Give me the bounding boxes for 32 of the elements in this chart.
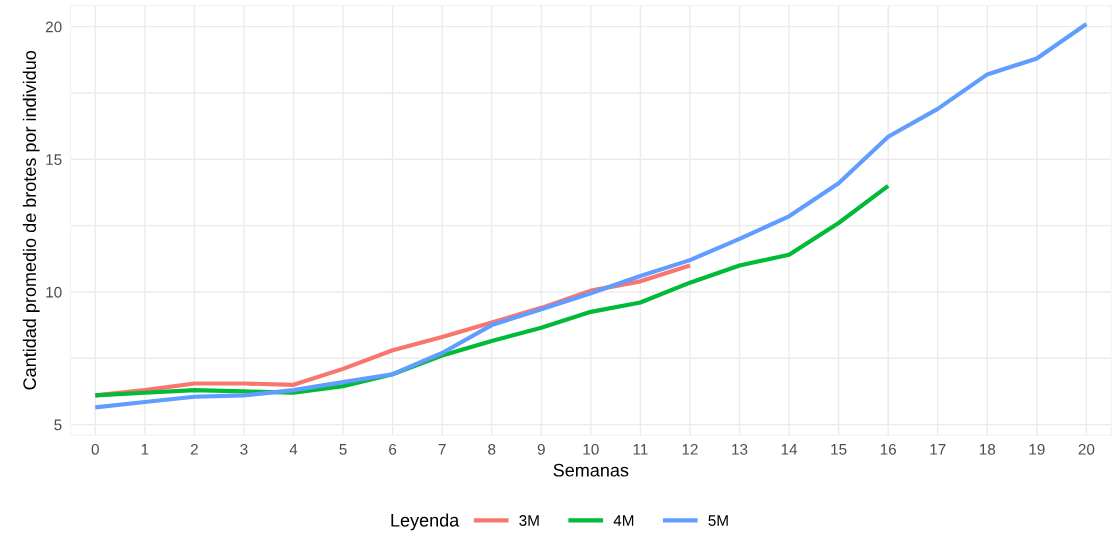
x-tick-label: 2: [190, 443, 198, 455]
x-tick-label: 16: [880, 443, 896, 455]
x-tick-label: 3: [240, 443, 248, 455]
line-series: [93, 21, 1089, 410]
x-tick-label: 17: [930, 444, 946, 455]
x-tick-label: 7: [438, 444, 446, 455]
x-tick-label: 15: [831, 444, 847, 455]
x-tick-label: 9: [537, 443, 545, 455]
y-tick-label: 5: [54, 419, 62, 431]
x-tick-label: 5: [339, 444, 347, 455]
x-tick-label: 4: [289, 444, 298, 455]
x-tick-label: 10: [583, 443, 599, 455]
x-tick-label: 1: [141, 444, 149, 455]
x-tick-label: 0: [91, 443, 99, 455]
y-tick-label: 20: [45, 21, 62, 33]
x-tick-label: 11: [633, 444, 648, 455]
legend-label: 4M: [613, 515, 634, 526]
legend-label: 3M: [519, 515, 539, 526]
x-tick-label: 6: [389, 443, 397, 455]
x-tick-label: 20: [1078, 443, 1095, 455]
y-tick-label: 10: [46, 286, 62, 298]
legend-title: Leyenda: [391, 513, 460, 531]
x-tick-label: 8: [488, 443, 496, 455]
x-tick-label: 18: [979, 443, 996, 455]
legend-label: 5M: [708, 515, 728, 526]
y-tick-label: 15: [46, 154, 62, 165]
x-tick-label: 12: [682, 443, 698, 455]
x-axis-title: Semanas: [553, 463, 629, 477]
x-tick-label: 19: [1029, 443, 1045, 455]
x-tick-label: 13: [732, 443, 748, 455]
y-axis-title: Cantidad promedio de brotes por individuo: [22, 50, 40, 390]
x-tick-label: 14: [781, 444, 798, 455]
